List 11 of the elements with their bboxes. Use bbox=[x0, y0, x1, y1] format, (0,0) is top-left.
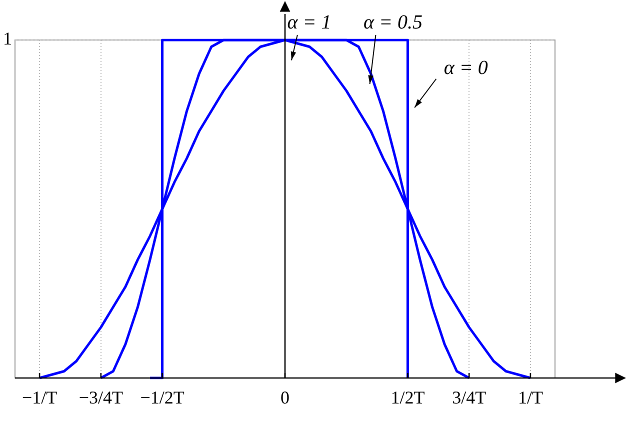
x-tick-label: 3/4T bbox=[452, 388, 486, 408]
x-tick-label: 1/T bbox=[518, 388, 543, 408]
text: α = 0.5 bbox=[364, 11, 422, 34]
x-tick-label: 0 bbox=[280, 388, 290, 408]
x-tick-label: −1/2T bbox=[140, 388, 184, 408]
x-tick-label: −3/4T bbox=[78, 388, 123, 408]
text: α = 1 bbox=[287, 11, 332, 34]
annotation: α = 0 bbox=[444, 56, 488, 79]
x-tick-label: −1/T bbox=[22, 388, 58, 408]
ref-line-label: 1 bbox=[3, 28, 12, 49]
x-tick-label: 1/2T bbox=[390, 388, 425, 408]
